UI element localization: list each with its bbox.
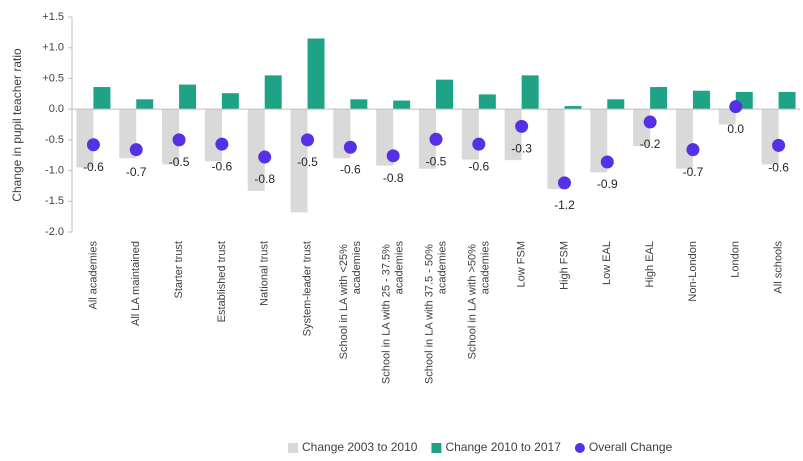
x-tick-label: All schools	[772, 241, 784, 294]
bar	[547, 109, 565, 189]
y-tick-label: +1.5	[42, 11, 64, 23]
point	[600, 155, 614, 169]
x-tick-label: School in LA with 25 - 37.5% academies	[381, 241, 406, 385]
point	[301, 133, 315, 147]
data-label: -0.7	[126, 165, 147, 179]
legend-label: Overall Change	[589, 440, 673, 454]
y-tick-label: +1.0	[42, 42, 64, 54]
x-tick-label: High FSM	[558, 241, 570, 290]
point	[686, 143, 700, 157]
x-tick-label: Starter trust	[173, 241, 185, 298]
bar	[692, 90, 710, 110]
legend-marker	[574, 443, 585, 453]
x-tick-label: All academies	[87, 241, 99, 310]
y-tick-label: -0.5	[45, 134, 64, 146]
point	[472, 137, 486, 151]
bar	[307, 38, 325, 110]
x-tick-label: System-leader trust	[301, 241, 313, 336]
data-label: -0.6	[212, 159, 233, 173]
point	[343, 140, 357, 154]
bar	[179, 84, 197, 110]
bar	[204, 109, 222, 162]
bar	[521, 75, 539, 110]
data-label: -0.7	[683, 165, 704, 179]
data-label: -0.3	[511, 142, 532, 156]
point	[429, 132, 443, 146]
y-tick-label: +0.5	[42, 72, 64, 84]
data-label: -0.5	[169, 155, 190, 169]
y-tick-label: 0.0	[49, 103, 64, 115]
bar	[162, 109, 180, 165]
legend-swatch	[431, 443, 442, 453]
bar	[136, 99, 154, 110]
x-tick-label: National trust	[259, 241, 271, 306]
point	[557, 176, 571, 190]
data-label: -0.8	[254, 172, 275, 186]
x-tick-label: School in LA with 37.5 - 50% academies	[423, 241, 448, 385]
y-axis-label: Change in pupil teacher ratio	[10, 48, 24, 202]
data-label: -1.2	[554, 198, 575, 212]
bar	[761, 109, 779, 165]
bar	[675, 109, 693, 169]
data-label: -0.6	[468, 159, 489, 173]
point	[258, 150, 272, 164]
x-tick-label: Non-London	[687, 241, 699, 302]
data-label: 0.0	[727, 122, 744, 136]
bar	[247, 109, 265, 191]
bar	[461, 109, 479, 160]
point	[772, 138, 786, 152]
point	[129, 143, 143, 157]
bar	[590, 109, 608, 173]
bar	[478, 94, 496, 110]
point	[643, 115, 657, 129]
x-tick-label: All LA maintained	[130, 241, 142, 326]
bar	[350, 99, 368, 110]
bar	[436, 79, 453, 110]
y-tick-label: -1.0	[45, 164, 64, 176]
x-tick-label: Established trust	[216, 241, 228, 322]
y-tick-label: -2.0	[45, 226, 64, 238]
x-tick-label: Low EAL	[601, 241, 613, 285]
bar	[93, 87, 111, 110]
data-label: -0.5	[297, 155, 318, 169]
y-tick-label: -1.5	[45, 195, 64, 207]
x-tick-label: School in LA with <25% academies	[338, 241, 363, 360]
point	[86, 138, 100, 152]
point	[729, 100, 743, 114]
bar	[564, 106, 582, 110]
data-label: -0.9	[597, 177, 618, 191]
bar	[607, 99, 625, 110]
data-label: -0.6	[340, 162, 361, 176]
legend-label: Change 2003 to 2010	[302, 440, 418, 454]
point	[386, 149, 400, 163]
legend-swatch	[288, 443, 298, 453]
bar	[393, 100, 411, 110]
bar	[264, 75, 282, 110]
point	[215, 137, 229, 151]
data-label: -0.6	[768, 161, 789, 175]
point	[515, 119, 529, 133]
data-label: -0.5	[426, 154, 447, 168]
data-label: -0.6	[83, 160, 104, 174]
bar	[221, 93, 239, 110]
x-tick-label: High EAL	[644, 241, 656, 287]
bar	[778, 91, 796, 110]
bar	[718, 109, 736, 125]
data-label: -0.2	[640, 137, 661, 151]
point	[172, 133, 186, 147]
x-tick-label: School in LA with >50% academies	[466, 241, 491, 360]
x-tick-label: London	[730, 241, 742, 278]
data-label: -0.8	[383, 171, 404, 185]
bar	[419, 109, 436, 169]
bar	[650, 87, 668, 110]
legend-label: Change 2010 to 2017	[445, 440, 561, 454]
x-tick-label: Low FSM	[516, 241, 528, 287]
bar	[76, 109, 94, 168]
